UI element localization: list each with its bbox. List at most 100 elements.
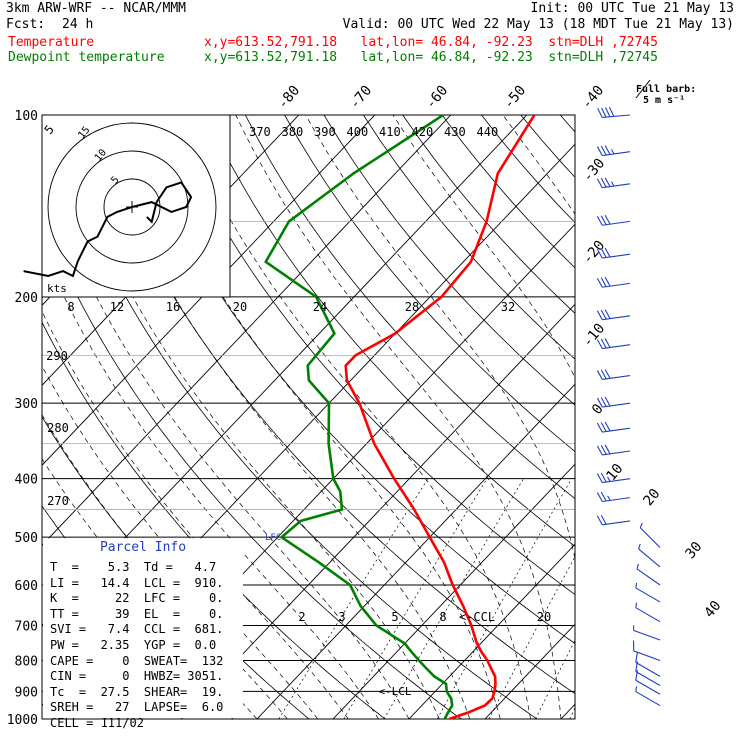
isotherm-top-label: -80 xyxy=(275,83,304,113)
pressure-tick-label: 500 xyxy=(15,531,38,546)
moist-adiabat-line xyxy=(235,115,562,719)
wind-barb-flag xyxy=(610,149,615,155)
wind-barb-flag xyxy=(601,107,607,118)
pressure-tick-label: 700 xyxy=(15,619,38,634)
wind-barb-flag xyxy=(596,445,603,456)
wind-barb-shaft xyxy=(635,679,661,695)
mixing-ratio-label: 12 xyxy=(110,300,124,314)
theta-e-label: 410 xyxy=(379,125,401,139)
wind-barb-flag xyxy=(600,491,607,502)
wind-barb-flag xyxy=(635,670,638,681)
wind-barb-flag xyxy=(635,686,638,692)
wind-barb-shaft xyxy=(635,661,661,677)
wind-barb-flag xyxy=(638,543,641,550)
isotherm-line xyxy=(256,383,575,719)
mixing-ratio-lower-label: 2 xyxy=(298,610,305,624)
wind-barb-shaft xyxy=(639,527,661,548)
wind-barb-flag xyxy=(604,309,611,319)
wind-barb-flag xyxy=(635,602,638,608)
wind-barb-flag xyxy=(600,277,607,287)
wind-barb-flag xyxy=(596,473,603,483)
dewpoint-line xyxy=(264,115,454,719)
wind-barb-shaft xyxy=(638,548,661,568)
parcel-info-row: CAPE = 0 SWEAT= 132 xyxy=(50,653,224,668)
parcel-info-row: LI = 14.4 LCL = 910. xyxy=(50,575,224,590)
dry-adiabat-line xyxy=(441,115,575,269)
wind-barb-shaft xyxy=(633,629,661,641)
mixing-ratio-lower-label: 8 xyxy=(439,610,446,624)
wind-barb-flag xyxy=(600,177,607,188)
temperature-line xyxy=(344,115,536,719)
mixing-ratio-lower-label: 20 xyxy=(537,610,551,624)
wind-barb-flag xyxy=(596,492,603,502)
dry-adiabat-label: 290 xyxy=(46,349,68,363)
wind-barb-shaft xyxy=(602,520,631,526)
isotherm-line xyxy=(42,115,452,546)
mixing-ratio-line xyxy=(620,479,736,719)
wind-barb-shaft xyxy=(602,497,631,503)
moist-adiabat-line xyxy=(305,115,575,561)
moist-adiabat-line xyxy=(502,115,575,215)
mixing-ratio-label: 8 xyxy=(67,300,74,314)
wind-barb-shaft xyxy=(602,374,631,380)
wind-barb-flag xyxy=(597,107,603,118)
pressure-tick-label: 100 xyxy=(15,109,38,124)
mixing-ratio-line xyxy=(656,479,740,719)
wind-barb-flag xyxy=(635,582,638,589)
full-barb-units: 5 m s⁻¹ xyxy=(643,95,686,106)
dry-adiabat-line xyxy=(363,115,575,360)
hodograph-ring xyxy=(75,150,189,264)
temperature-location: x,y=613.52,791.18 lat,lon= 46.84, -92.23… xyxy=(204,35,658,50)
parcel-info-row: Tc = 27.5 SHEAR= 19. xyxy=(50,684,224,699)
wind-barb-shaft xyxy=(602,344,631,350)
dewpoint-legend: Dewpoint temperature xyxy=(8,50,165,65)
wind-barb-flag xyxy=(600,369,607,380)
dry-adiabat-line xyxy=(244,115,575,500)
wind-barb-flag xyxy=(604,214,611,225)
wind-barb-shaft xyxy=(602,402,631,408)
parcel-info-title: Parcel Info xyxy=(99,540,187,555)
sounding-series xyxy=(264,115,536,719)
wind-scale-barb xyxy=(635,79,651,99)
dry-adiabat-line xyxy=(718,115,740,719)
isotherm-line xyxy=(42,115,376,466)
wind-barb-flag xyxy=(600,445,607,455)
wind-barb-flag xyxy=(600,145,607,156)
wind-barb-flag xyxy=(604,338,611,348)
isotherm-right-label: -30 xyxy=(580,156,609,186)
plot-border xyxy=(41,114,576,720)
wind-barb-flag xyxy=(600,397,607,407)
wind-barb-flag xyxy=(604,396,611,407)
parcel-info-row: PW = 2.35 YGP = 0.0 xyxy=(50,638,217,652)
hodograph-ring-label: 5 xyxy=(109,175,121,187)
isotherm-top-label: -70 xyxy=(347,83,376,113)
wind-barb-flag xyxy=(600,422,607,432)
hodograph-ring xyxy=(47,122,217,292)
moist-adiabat-line xyxy=(713,115,740,719)
pressure-tick-label: 800 xyxy=(15,654,38,669)
wind-barb-flag xyxy=(596,370,603,380)
parcel-info-row: SVI = 7.4 CCL = 681. xyxy=(50,622,224,637)
hodograph-units-label: kts xyxy=(47,282,67,295)
mixing-ratio-lower-label: 5 xyxy=(391,610,398,624)
wind-barb-shaft xyxy=(602,478,631,484)
dry-adiabat-line xyxy=(481,115,575,224)
wind-barb-flag xyxy=(600,338,607,349)
hodograph-trace xyxy=(23,181,193,278)
dry-adiabat-label: 280 xyxy=(47,421,69,435)
wind-barb-shaft xyxy=(635,607,661,623)
dry-adiabat-line xyxy=(678,115,740,719)
isotherm-line xyxy=(180,303,575,719)
lcl-label: <-LCL xyxy=(378,685,411,698)
wind-barb-flag xyxy=(596,178,603,188)
pressure-tick-label: 1000 xyxy=(7,713,38,728)
dewpoint-location: x,y=613.52,791.18 lat,lon= 46.84, -92.23… xyxy=(204,50,658,65)
wind-barb-flag xyxy=(604,107,611,117)
pressure-tick-label: 300 xyxy=(15,397,38,412)
wind-barb-flag xyxy=(610,181,615,187)
isotherm-right-label: -10 xyxy=(580,321,609,351)
isotherm-line xyxy=(637,115,740,719)
theta-e-label: 370 xyxy=(249,125,271,139)
